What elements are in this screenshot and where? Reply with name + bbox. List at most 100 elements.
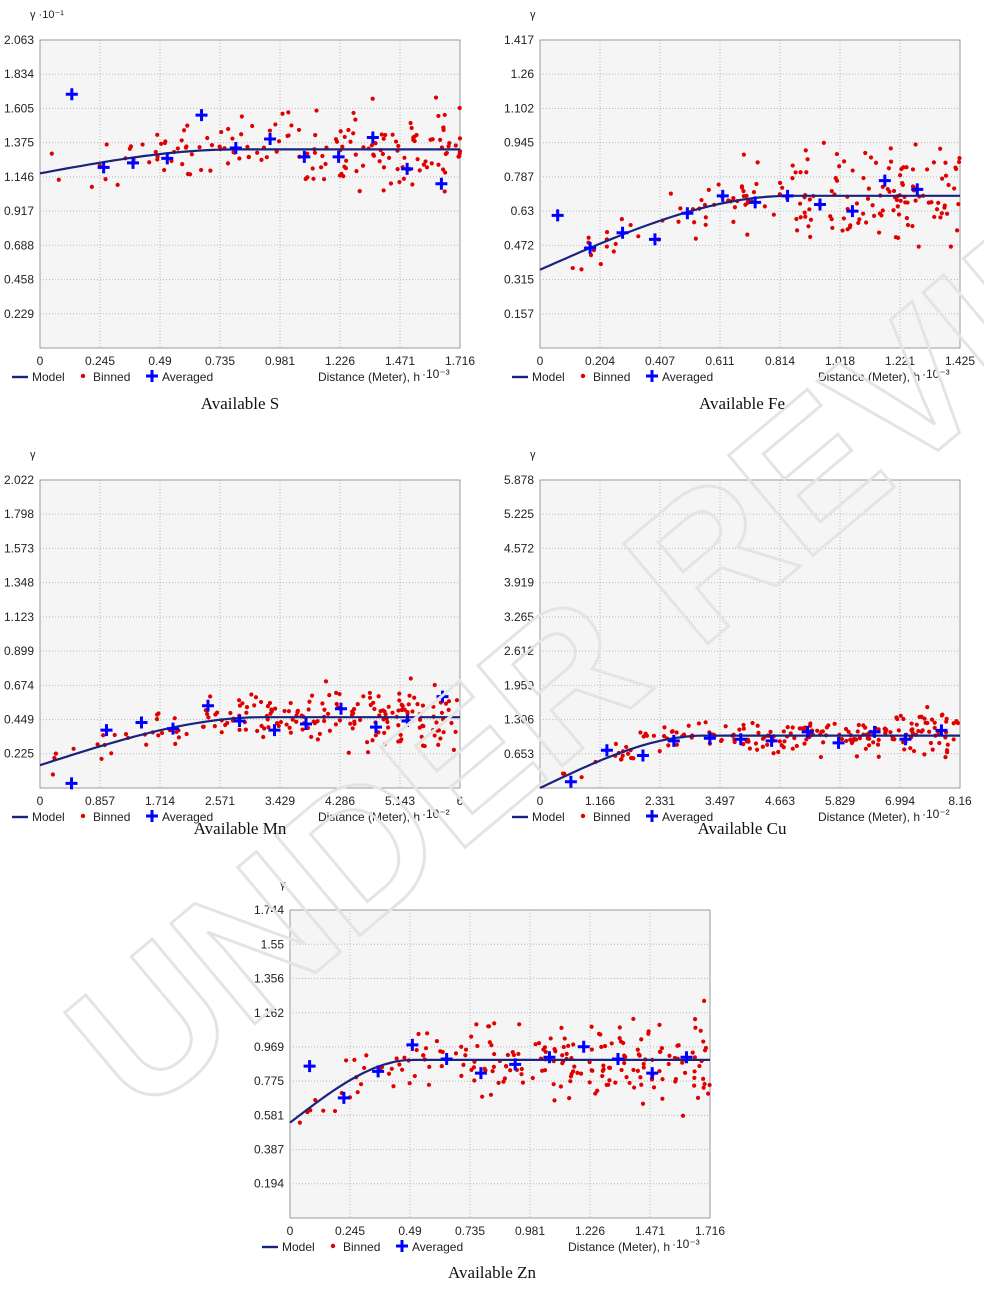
binned-point [841, 216, 846, 221]
binned-point [432, 733, 437, 738]
binned-point [698, 1028, 703, 1033]
binned-point [365, 750, 371, 755]
binned-point [754, 747, 760, 752]
binned-point [744, 193, 749, 198]
x-tick-label: 0.814 [765, 354, 795, 368]
binned-point [731, 196, 736, 201]
binned-point [939, 211, 944, 216]
binned-point [877, 211, 883, 216]
binned-point [415, 702, 420, 707]
binned-point [385, 719, 390, 725]
binned-point [619, 757, 624, 762]
binned-point [755, 160, 760, 165]
binned-point [442, 112, 447, 118]
binned-point [381, 165, 387, 170]
binned-point [927, 729, 932, 734]
binned-point [627, 1080, 632, 1086]
binned-point [567, 1096, 572, 1101]
binned-point [782, 739, 787, 744]
binned-point [564, 1051, 569, 1056]
binned-point [339, 171, 344, 176]
binned-point [765, 742, 770, 747]
binned-point [516, 1051, 521, 1057]
binned-point [922, 716, 927, 721]
binned-point [334, 690, 339, 696]
binned-point [637, 1053, 642, 1058]
binned-point [369, 143, 374, 148]
binned-point [438, 736, 443, 741]
y-axis-label: γ [530, 9, 536, 21]
binned-point [383, 132, 388, 138]
binned-point [393, 139, 399, 144]
binned-point [863, 746, 868, 751]
binned-point [272, 706, 278, 711]
legend-binned-swatch [80, 813, 86, 819]
binned-point [219, 730, 224, 735]
averaged-point [366, 131, 379, 144]
binned-point [237, 703, 243, 708]
binned-point [431, 727, 436, 733]
binned-point [201, 724, 206, 729]
binned-point [741, 722, 746, 728]
binned-point [910, 223, 915, 229]
binned-point [381, 188, 386, 193]
binned-point [900, 182, 905, 188]
binned-point [703, 1045, 709, 1051]
binned-point [353, 152, 358, 157]
binned-point [300, 727, 305, 732]
binned-point [662, 725, 667, 730]
binned-point [276, 723, 281, 729]
binned-point [760, 744, 765, 749]
binned-point [266, 725, 271, 730]
binned-point [245, 144, 250, 149]
averaged-point [801, 725, 814, 738]
binned-point [802, 741, 807, 746]
binned-point [255, 150, 260, 155]
binned-point [319, 165, 324, 170]
binned-point [956, 202, 961, 207]
y-tick-label: 0.315 [504, 273, 534, 287]
binned-point [349, 712, 355, 717]
binned-point [261, 734, 266, 740]
averaged-point [868, 725, 881, 738]
binned-point [405, 710, 410, 715]
binned-point [837, 164, 842, 169]
x-tick-label: 5.829 [825, 794, 855, 808]
binned-point [692, 1069, 697, 1074]
binned-point [253, 695, 259, 700]
binned-point [892, 737, 897, 742]
variogram-panel-5: 0.194 0.387 0.581 0.775 0.969 1.162 1.356 1.55 1… [250, 870, 740, 1275]
binned-point [205, 135, 210, 141]
binned-point [692, 1075, 697, 1080]
plot-area [289, 909, 711, 1219]
binned-point [237, 156, 242, 161]
binned-point [153, 149, 158, 155]
binned-point [327, 728, 333, 733]
binned-point [638, 730, 643, 735]
y-tick-label: 2.612 [504, 644, 534, 658]
binned-point [640, 1101, 646, 1106]
binned-point [568, 1079, 573, 1084]
binned-point [334, 701, 339, 707]
binned-point [348, 139, 353, 144]
legend-averaged-label: Averaged [662, 810, 713, 824]
binned-point [303, 176, 308, 182]
binned-point [295, 709, 300, 715]
binned-point [321, 177, 327, 182]
plot-area [39, 39, 461, 349]
y-tick-label: 0.917 [4, 204, 34, 218]
y-tick-label: 1.146 [4, 170, 34, 184]
binned-point [434, 1039, 440, 1044]
binned-point [716, 182, 721, 187]
binned-point [325, 711, 331, 716]
binned-point [442, 189, 447, 194]
averaged-point [648, 233, 661, 246]
binned-point [429, 161, 434, 166]
binned-point [189, 152, 194, 157]
binned-point [447, 141, 452, 146]
x-tick-label: 0.245 [85, 354, 115, 368]
binned-point [680, 1060, 685, 1065]
binned-point [311, 176, 316, 181]
binned-point [491, 1064, 496, 1069]
binned-point [898, 713, 903, 718]
